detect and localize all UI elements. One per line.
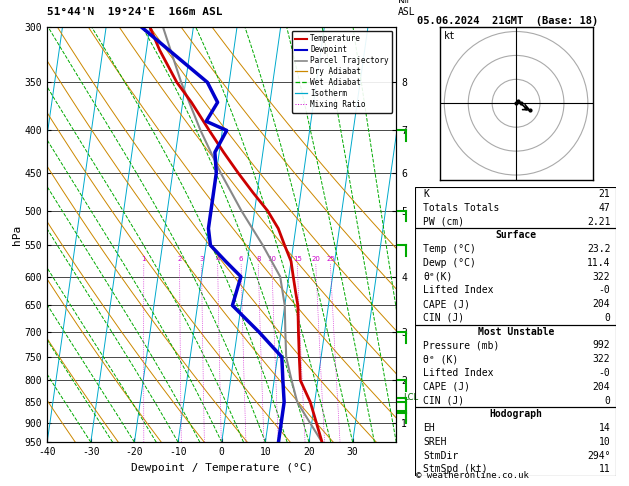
Text: 322: 322 [593, 354, 610, 364]
Text: Pressure (mb): Pressure (mb) [423, 341, 499, 350]
Legend: Temperature, Dewpoint, Parcel Trajectory, Dry Adiabat, Wet Adiabat, Isotherm, Mi: Temperature, Dewpoint, Parcel Trajectory… [292, 31, 392, 113]
Text: 204: 204 [593, 299, 610, 309]
Text: 47: 47 [599, 203, 610, 213]
Text: StmDir: StmDir [423, 451, 459, 461]
Text: CAPE (J): CAPE (J) [423, 382, 470, 392]
Text: K: K [423, 189, 429, 199]
Text: Dewp (°C): Dewp (°C) [423, 258, 476, 268]
Text: km
ASL: km ASL [398, 0, 415, 17]
Text: Lifted Index: Lifted Index [423, 368, 494, 378]
Text: Surface: Surface [495, 230, 537, 240]
Text: θᵉ(K): θᵉ(K) [423, 272, 453, 281]
Text: 51°44'N  19°24'E  166m ASL: 51°44'N 19°24'E 166m ASL [47, 7, 223, 17]
Text: CIN (J): CIN (J) [423, 313, 464, 323]
Text: 14: 14 [599, 423, 610, 433]
Text: 204: 204 [593, 382, 610, 392]
Text: 6: 6 [239, 256, 243, 262]
Text: 21: 21 [599, 189, 610, 199]
Text: 2: 2 [177, 256, 182, 262]
Text: 4: 4 [216, 256, 220, 262]
Text: 20: 20 [311, 256, 320, 262]
Text: © weatheronline.co.uk: © weatheronline.co.uk [416, 471, 529, 480]
Text: EH: EH [423, 423, 435, 433]
Text: -0: -0 [599, 285, 610, 295]
Text: θᵉ (K): θᵉ (K) [423, 354, 459, 364]
Bar [415, 407, 616, 476]
Text: 3: 3 [199, 256, 204, 262]
Text: Most Unstable: Most Unstable [477, 327, 554, 337]
Text: Totals Totals: Totals Totals [423, 203, 499, 213]
Text: 10: 10 [267, 256, 276, 262]
Text: Lifted Index: Lifted Index [423, 285, 494, 295]
Text: 1: 1 [142, 256, 146, 262]
X-axis label: Dewpoint / Temperature (°C): Dewpoint / Temperature (°C) [131, 463, 313, 473]
Text: -0: -0 [599, 368, 610, 378]
Text: 23.2: 23.2 [587, 244, 610, 254]
Text: 11.4: 11.4 [587, 258, 610, 268]
Text: 2.21: 2.21 [587, 217, 610, 226]
Text: Temp (°C): Temp (°C) [423, 244, 476, 254]
Text: 992: 992 [593, 341, 610, 350]
Text: 25: 25 [326, 256, 335, 262]
Text: 0: 0 [604, 396, 610, 405]
Bar [415, 187, 616, 228]
Text: 322: 322 [593, 272, 610, 281]
Text: PW (cm): PW (cm) [423, 217, 464, 226]
Text: 15: 15 [293, 256, 302, 262]
Text: 0: 0 [604, 313, 610, 323]
Bar [415, 228, 616, 325]
Text: kt: kt [444, 31, 456, 41]
Text: 11: 11 [599, 465, 610, 474]
Y-axis label: hPa: hPa [12, 225, 22, 244]
Text: StmSpd (kt): StmSpd (kt) [423, 465, 488, 474]
Text: 8: 8 [256, 256, 260, 262]
Text: 10: 10 [599, 437, 610, 447]
Text: Hodograph: Hodograph [489, 409, 542, 419]
Text: 294°: 294° [587, 451, 610, 461]
Text: 05.06.2024  21GMT  (Base: 18): 05.06.2024 21GMT (Base: 18) [417, 16, 598, 26]
Bar [415, 325, 616, 407]
Text: LCL: LCL [403, 393, 418, 402]
Text: SREH: SREH [423, 437, 447, 447]
Text: CIN (J): CIN (J) [423, 396, 464, 405]
Text: CAPE (J): CAPE (J) [423, 299, 470, 309]
